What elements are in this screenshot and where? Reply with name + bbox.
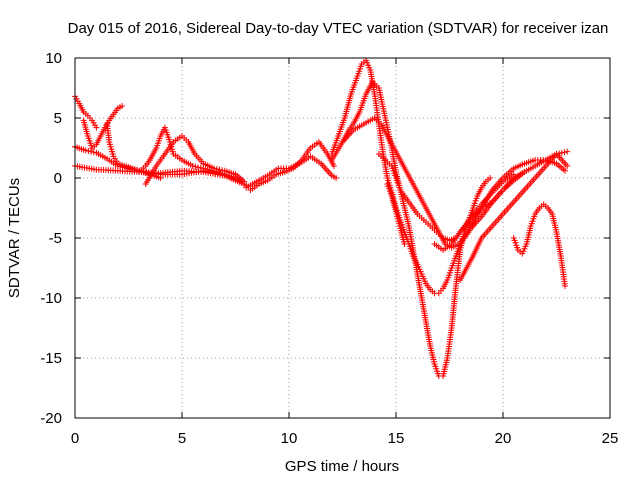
y-tick-label: -10 bbox=[40, 290, 62, 307]
data-point bbox=[85, 148, 92, 154]
data-point bbox=[197, 164, 204, 171]
series-track-04 bbox=[72, 163, 250, 189]
data-point bbox=[119, 103, 126, 109]
data-point bbox=[195, 164, 202, 171]
series-track-16 bbox=[457, 151, 571, 283]
data-point bbox=[333, 175, 340, 181]
data-point bbox=[562, 167, 569, 174]
x-tick-label: 5 bbox=[178, 430, 186, 447]
y-tick-label: -15 bbox=[40, 350, 62, 367]
data-point bbox=[192, 163, 199, 170]
y-tick-label: 10 bbox=[45, 50, 62, 67]
data-point bbox=[241, 178, 248, 185]
data-point bbox=[157, 175, 164, 181]
series-track-14 bbox=[384, 181, 408, 247]
data-point bbox=[564, 148, 571, 155]
series-track-09 bbox=[247, 139, 337, 193]
data-point bbox=[82, 147, 89, 154]
y-tick-label: 0 bbox=[54, 170, 62, 187]
data-point bbox=[213, 166, 220, 172]
y-tick-label: -20 bbox=[40, 410, 62, 427]
data-point bbox=[211, 165, 218, 172]
x-tick-label: 0 bbox=[71, 430, 79, 447]
data-points bbox=[72, 57, 571, 379]
data-point bbox=[330, 163, 337, 169]
data-point bbox=[219, 167, 226, 174]
data-point bbox=[562, 283, 569, 289]
y-tick-label: 5 bbox=[54, 110, 62, 127]
x-tick-label: 15 bbox=[388, 430, 405, 447]
x-tick-label: 20 bbox=[495, 430, 512, 447]
x-tick-label: 25 bbox=[602, 430, 619, 447]
axis-ticks bbox=[74, 57, 611, 419]
data-point bbox=[93, 124, 100, 131]
series-track-02 bbox=[80, 103, 126, 151]
series-track-17 bbox=[510, 201, 569, 289]
data-point bbox=[401, 241, 408, 247]
data-point bbox=[558, 149, 565, 156]
x-axis-label: GPS time / hours bbox=[285, 458, 399, 475]
x-tick-label: 10 bbox=[281, 430, 298, 447]
data-point bbox=[216, 166, 223, 173]
data-point bbox=[189, 163, 196, 169]
series-track-07 bbox=[142, 133, 248, 187]
tick-labels: 0 5 10 15 20 25 -20 -15 -10 -5 0 5 10 bbox=[40, 50, 618, 447]
y-axis-label: SDTVAR / TECUs bbox=[6, 178, 23, 298]
data-point bbox=[561, 149, 568, 156]
series-track-06 bbox=[136, 124, 239, 181]
y-tick-label: -5 bbox=[49, 230, 62, 247]
chart-title: Day 015 of 2016, Sidereal Day-to-day VTE… bbox=[68, 20, 609, 37]
grid-lines bbox=[75, 58, 610, 418]
data-point bbox=[90, 149, 97, 156]
series-track-15 bbox=[431, 148, 571, 253]
data-point bbox=[487, 175, 494, 181]
data-point bbox=[564, 163, 571, 169]
data-point bbox=[88, 148, 95, 155]
series-track-10 bbox=[328, 57, 569, 297]
